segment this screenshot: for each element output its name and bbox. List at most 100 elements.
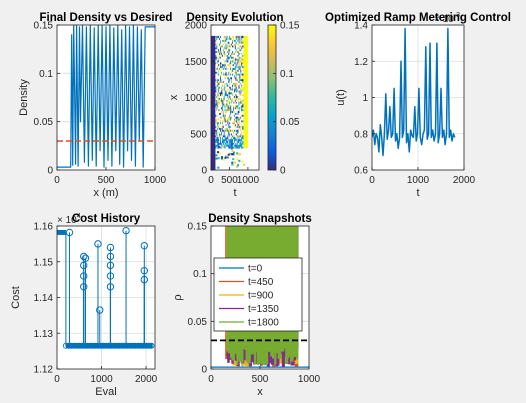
heatmap-cell	[220, 140, 222, 143]
heatmap-cell	[235, 86, 237, 89]
heatmap-cell	[220, 41, 222, 44]
heatmap-cell	[232, 95, 234, 98]
heatmap-cell	[215, 135, 217, 138]
cost-spike-marker	[106, 252, 115, 261]
heatmap-cell	[219, 99, 221, 102]
heatmap-cell	[232, 127, 234, 130]
heatmap-cell	[228, 146, 230, 149]
heatmap-cell	[219, 90, 221, 93]
heatmap-cell	[228, 63, 230, 67]
heatmap-cell	[222, 67, 225, 70]
heatmap-cell	[224, 86, 226, 89]
heatmap-cell	[233, 105, 236, 108]
heatmap-cell	[236, 105, 238, 108]
heatmap-cell	[231, 47, 233, 50]
heatmap-cell	[231, 107, 233, 110]
heatmap-cell	[225, 75, 227, 78]
heatmap-cell	[239, 67, 241, 70]
heatmap-cell	[227, 73, 229, 76]
heatmap-cell	[235, 56, 237, 59]
heatmap-cell	[228, 135, 230, 138]
heatmap-cell	[219, 82, 221, 85]
cost-spike-marker	[106, 243, 115, 252]
heatmap-cell	[242, 43, 244, 46]
heatmap-cell	[240, 43, 242, 46]
heatmap-cell	[233, 78, 236, 82]
heatmap-cell	[227, 129, 229, 132]
heatmap-cell	[232, 120, 234, 123]
cost-spike-marker	[122, 226, 130, 235]
heatmap-cell	[237, 114, 239, 117]
y-axis-label: ρ	[172, 294, 184, 300]
heatmap-cell	[222, 71, 225, 74]
heatmap-cell	[223, 67, 225, 70]
heatmap-cell	[240, 71, 242, 74]
heatmap-cell	[238, 153, 241, 156]
heatmap-cell	[242, 58, 244, 61]
heatmap-cell	[228, 137, 230, 140]
heatmap-cell	[230, 52, 232, 55]
heatmap-cell	[217, 107, 219, 110]
heatmap-cell	[230, 120, 232, 123]
heatmap-cell	[226, 90, 228, 93]
heatmap-cell	[232, 52, 234, 55]
heatmap-cell	[222, 158, 225, 161]
heatmap-cell	[234, 127, 237, 130]
heatmap-cell	[227, 52, 229, 55]
heatmap-cell	[230, 118, 232, 121]
heatmap-cell	[225, 103, 227, 106]
heatmap-cell	[235, 123, 237, 127]
heatmap-cell	[239, 47, 241, 50]
heatmap-cell	[220, 65, 223, 69]
heatmap-cell	[227, 142, 229, 145]
heatmap-cell	[219, 112, 221, 115]
heatmap-cell	[220, 142, 222, 145]
heatmap-cell	[220, 78, 223, 82]
heatmap-cell	[227, 133, 229, 136]
heatmap-cell	[227, 118, 229, 121]
heatmap-cell	[233, 103, 236, 106]
heatmap-cell	[221, 50, 224, 54]
heatmap-cell	[238, 54, 240, 57]
heatmap-cell	[237, 71, 239, 74]
heatmap-cell	[237, 101, 239, 104]
heatmap-cell	[221, 63, 224, 67]
heatmap-cell	[231, 60, 233, 63]
heatmap-cell	[224, 37, 226, 40]
heatmap-cell	[231, 52, 233, 55]
heatmap-cell	[219, 101, 221, 104]
heatmap-cell	[241, 58, 243, 61]
heatmap-cell	[216, 99, 218, 102]
heatmap-cell	[215, 93, 217, 97]
heatmap-cell	[240, 120, 242, 123]
heatmap-cell	[215, 69, 217, 72]
heatmap-cell	[223, 62, 225, 65]
heatmap-cell	[240, 67, 242, 70]
heatmap-cell	[218, 144, 220, 147]
heatmap-cell	[239, 73, 241, 76]
heatmap-cell	[225, 86, 227, 89]
cost-marker	[148, 342, 155, 349]
heatmap-cell	[232, 52, 235, 55]
heatmap-cell	[241, 135, 243, 138]
heatmap-cell	[241, 90, 243, 93]
heatmap-cell	[216, 103, 218, 106]
heatmap-cell	[220, 65, 222, 69]
heatmap-cell	[237, 84, 239, 87]
heatmap-cell	[224, 50, 226, 54]
heatmap-cell	[218, 80, 220, 83]
heatmap-cell	[218, 118, 220, 121]
heatmap-cell	[239, 144, 241, 147]
heatmap-cell	[228, 37, 230, 40]
heatmap-cell	[236, 137, 238, 140]
heatmap-cell	[219, 137, 221, 140]
heatmap-cell	[231, 101, 233, 104]
heatmap-cell	[228, 47, 230, 50]
heatmap-cell	[235, 77, 237, 80]
heatmap-cell	[220, 56, 222, 59]
heatmap-cell	[229, 137, 231, 140]
heatmap-cell	[231, 82, 233, 85]
heatmap-cell	[216, 112, 218, 115]
heatmap-cell	[216, 105, 218, 108]
